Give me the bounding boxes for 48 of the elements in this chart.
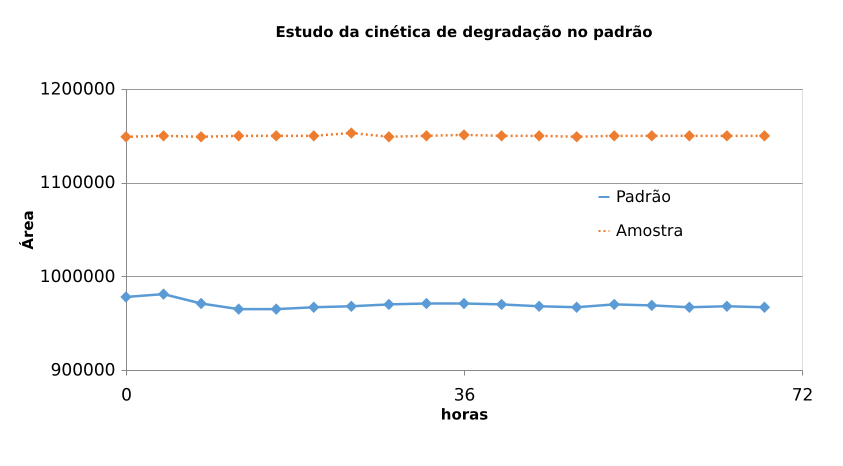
point [195,131,207,142]
point [533,300,545,312]
x-axis-title: horas [440,406,488,424]
point [420,298,432,310]
point [758,130,770,142]
y-tick-label: 900000 [50,360,116,380]
point [570,302,582,313]
y-tick-label: 1200000 [40,80,116,100]
point [383,131,395,142]
point [758,302,770,313]
point [120,131,132,142]
point [721,130,733,142]
point [158,288,170,300]
point [721,300,733,312]
point [646,300,658,312]
point [195,298,207,310]
point [684,302,696,313]
point [533,130,545,142]
legend-label: Padrão [616,187,672,206]
point [232,303,244,315]
point [270,303,282,315]
point [232,130,244,142]
point [458,298,470,310]
point [383,298,395,310]
x-tick-label: 0 [121,386,132,406]
legend-label: Amostra [616,221,684,240]
point [608,130,620,142]
x-tick-label: 72 [792,386,814,406]
point [608,298,620,310]
chart-title: Estudo da cinética de degradação no padrão [275,23,653,41]
point [496,130,508,142]
point [158,130,170,142]
point [308,130,320,142]
point [120,291,132,303]
point [570,131,582,142]
point [458,129,470,141]
y-tick-label: 1000000 [40,266,116,287]
y-axis-title: Área [18,210,37,250]
y-tick-label: 1100000 [40,173,116,194]
point [308,302,320,313]
point [684,130,696,142]
point [646,130,658,142]
x-tick-label: 36 [454,386,476,406]
point [346,127,358,139]
point [346,300,358,312]
point [496,298,508,310]
point [420,130,432,142]
point [270,130,282,142]
